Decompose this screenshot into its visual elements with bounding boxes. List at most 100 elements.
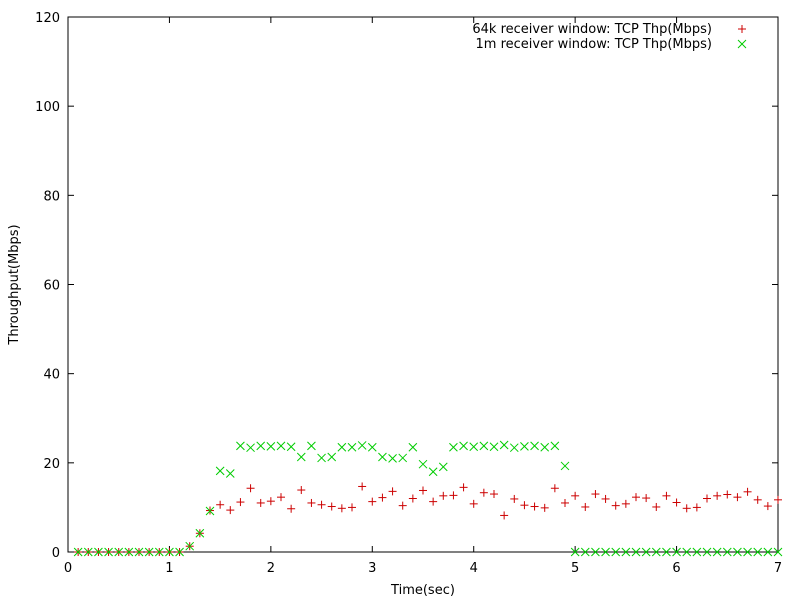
- data-point: [621, 547, 631, 557]
- data-point: [256, 441, 266, 451]
- data-point: [743, 547, 752, 557]
- data-point: [703, 494, 711, 503]
- x-tick-label: 5: [571, 561, 579, 576]
- data-point: [246, 443, 255, 453]
- data-point: [692, 547, 702, 557]
- x-tick-label: 6: [672, 561, 680, 576]
- x-tick-label: 4: [470, 561, 478, 576]
- data-point: [550, 484, 559, 493]
- data-point: [621, 499, 630, 508]
- data-point: [449, 442, 458, 452]
- data-point: [733, 547, 742, 557]
- data-point: [490, 490, 498, 499]
- data-point: [94, 547, 103, 557]
- data-point: [438, 462, 448, 472]
- legend-markers: [737, 25, 747, 49]
- data-point: [307, 441, 316, 451]
- data-point: [337, 504, 346, 513]
- data-point: [469, 442, 479, 452]
- data-point: [307, 498, 316, 507]
- data-point: [276, 441, 286, 451]
- data-point: [540, 442, 550, 452]
- data-point: [439, 491, 448, 500]
- data-point: [317, 500, 326, 509]
- data-point: [296, 452, 306, 462]
- data-series: [73, 440, 783, 557]
- y-tick-label: 80: [43, 189, 60, 204]
- data-point: [702, 547, 712, 557]
- data-point: [682, 504, 691, 513]
- data-point: [651, 547, 661, 557]
- data-point: [601, 494, 610, 503]
- data-point: [753, 547, 763, 557]
- data-point: [652, 502, 661, 511]
- data-point: [367, 442, 377, 452]
- data-point: [236, 498, 245, 507]
- data-point: [358, 482, 367, 491]
- data-point: [530, 502, 539, 511]
- data-point: [348, 503, 356, 512]
- data-point: [469, 499, 478, 508]
- data-point: [641, 547, 651, 557]
- data-point: [712, 547, 722, 557]
- y-tick-label: 60: [43, 279, 60, 294]
- data-point: [408, 494, 417, 503]
- x-tick-labels: 0 1 2 3 4 5 6 7: [64, 561, 782, 576]
- data-point: [611, 547, 621, 557]
- data-point: [489, 442, 499, 452]
- data-point: [327, 502, 336, 511]
- y-tick-label: 20: [43, 457, 60, 472]
- data-point: [692, 503, 701, 512]
- data-point: [601, 547, 610, 557]
- data-point: [226, 506, 235, 515]
- data-point: [733, 493, 742, 502]
- data-point: [540, 503, 549, 512]
- data-point: [215, 466, 225, 476]
- legend: 64k receiver window: TCP Thp(Mbps) 1m re…: [472, 22, 747, 52]
- data-point: [500, 511, 509, 520]
- x-tick-label: 0: [64, 561, 72, 576]
- data-point: [327, 452, 337, 462]
- y-tick-label: 100: [35, 100, 60, 115]
- data-point: [631, 547, 641, 557]
- x-axis-title: Time(sec): [390, 583, 455, 598]
- data-point: [185, 541, 195, 551]
- legend-label-1m: 1m receiver window: TCP Thp(Mbps): [476, 37, 712, 52]
- data-point: [266, 441, 276, 451]
- data-point: [428, 467, 438, 477]
- data-point: [378, 452, 387, 462]
- data-point: [520, 441, 529, 451]
- data-point: [134, 547, 144, 557]
- data-point: [479, 441, 489, 451]
- data-point: [662, 491, 671, 500]
- data-point: [398, 501, 407, 510]
- data-point: [550, 441, 560, 451]
- data-point: [195, 528, 205, 538]
- data-point: [509, 443, 519, 453]
- data-point: [287, 504, 296, 513]
- data-point: [246, 484, 255, 493]
- x-tick-label: 3: [368, 561, 376, 576]
- data-point: [611, 501, 620, 510]
- legend-marker-1m: [737, 39, 747, 49]
- data-point: [672, 547, 681, 557]
- data-point: [580, 547, 590, 557]
- data-point: [408, 442, 418, 452]
- data-point: [561, 498, 569, 507]
- data-point: [175, 547, 184, 557]
- x-tick-label: 1: [165, 561, 173, 576]
- data-point: [591, 547, 600, 557]
- data-point: [357, 441, 367, 450]
- y-tick-label: 0: [52, 546, 60, 561]
- data-point: [337, 442, 347, 452]
- data-point: [682, 547, 692, 557]
- data-point: [124, 547, 134, 557]
- series-1m: [73, 440, 783, 557]
- data-point: [277, 493, 285, 502]
- data-point: [753, 495, 762, 504]
- data-point: [449, 491, 458, 500]
- axis-ticks: [67, 16, 779, 553]
- data-point: [743, 487, 752, 496]
- data-point: [763, 547, 773, 557]
